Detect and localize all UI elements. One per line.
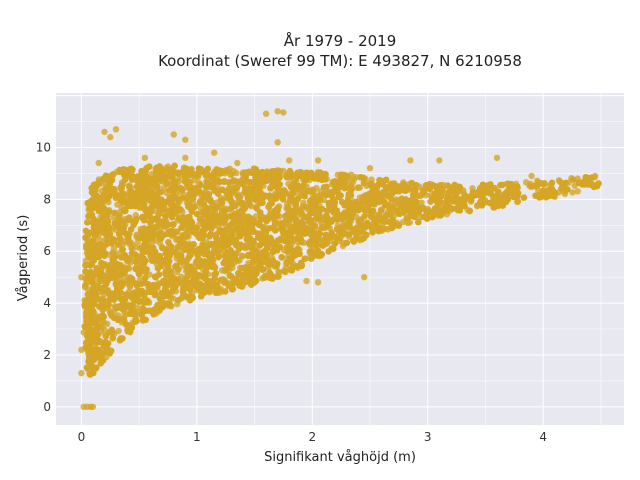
data-points bbox=[78, 108, 602, 410]
data-point bbox=[569, 189, 576, 196]
data-point bbox=[275, 268, 282, 275]
grid-lines bbox=[56, 93, 624, 425]
data-point bbox=[104, 320, 111, 327]
data-point bbox=[156, 239, 164, 247]
data-point bbox=[356, 184, 363, 191]
data-point bbox=[317, 219, 325, 226]
data-point bbox=[115, 327, 122, 335]
data-point bbox=[418, 199, 425, 206]
chart-title-line1: År 1979 - 2019 bbox=[284, 31, 397, 50]
data-point bbox=[119, 241, 127, 248]
data-point bbox=[238, 252, 246, 259]
data-point bbox=[106, 207, 113, 214]
data-point bbox=[224, 166, 231, 174]
data-point bbox=[101, 326, 108, 334]
chart-title-line2: Koordinat (Sweref 99 TM): E 493827, N 62… bbox=[158, 52, 522, 70]
data-point bbox=[191, 177, 199, 184]
data-point bbox=[170, 295, 177, 302]
data-point bbox=[125, 265, 133, 272]
data-point bbox=[228, 171, 235, 178]
data-point bbox=[514, 198, 522, 205]
data-point bbox=[574, 188, 581, 195]
data-point bbox=[392, 196, 400, 203]
data-point bbox=[134, 239, 141, 246]
